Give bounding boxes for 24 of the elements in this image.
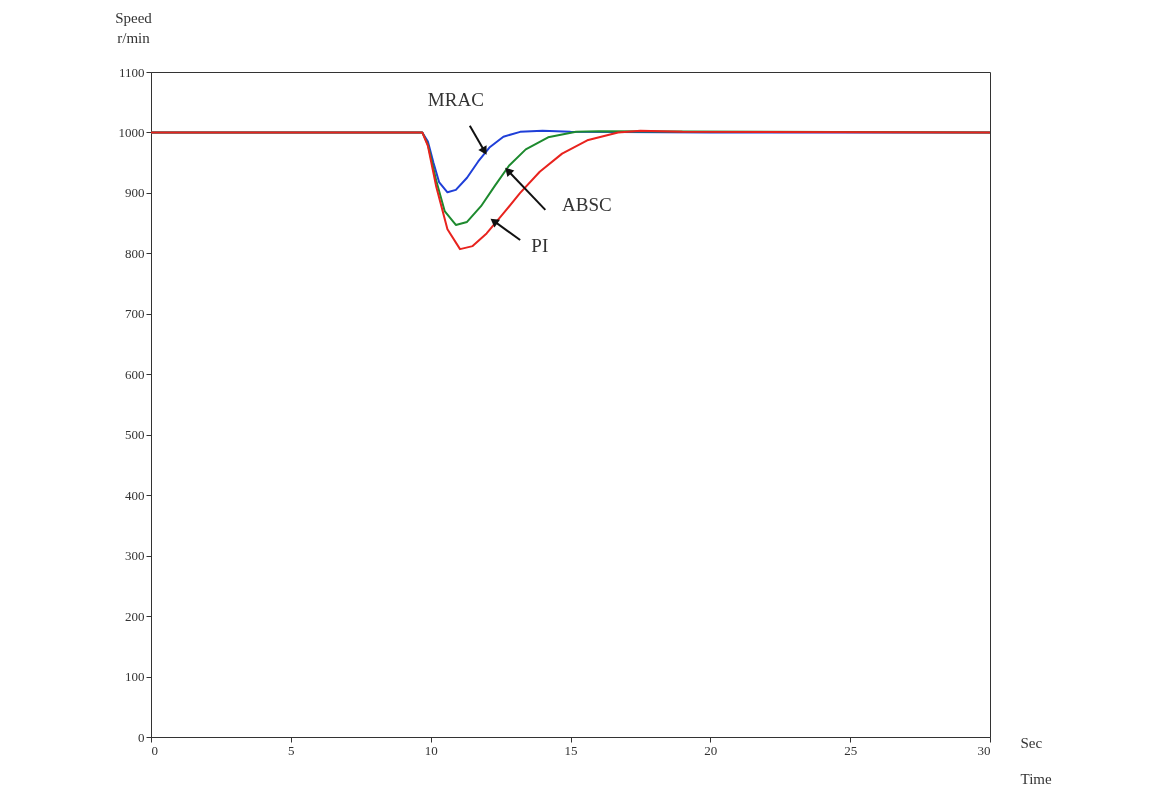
y-tick-label: 500	[125, 427, 145, 443]
x-tick-label: 15	[564, 742, 578, 758]
y-tick-label: 300	[125, 548, 145, 564]
text: Sec Time	[1020, 734, 1052, 787]
x-tick-label: 20	[704, 742, 718, 758]
y-tick-label: 800	[125, 245, 145, 261]
y-tick-label: 600	[125, 366, 145, 382]
y-tick-label: 1100	[118, 64, 145, 80]
y-tick-label: 700	[125, 306, 145, 322]
y-tick-label: 100	[125, 669, 145, 685]
x-tick-label: 30	[977, 742, 991, 758]
y-axis-title: Speed r/min	[115, 9, 153, 46]
annotation: ABSC	[562, 194, 612, 215]
y-tick-label: 200	[125, 608, 145, 624]
y-tick-label: 900	[125, 185, 145, 201]
y-tick-label: 1000	[118, 124, 145, 140]
annotation: MRAC	[427, 89, 484, 111]
annotation: PI	[531, 235, 549, 257]
x-tick-label: 5	[288, 742, 295, 758]
x-tick-label: 10	[424, 742, 438, 758]
x-tick-label: 25	[844, 742, 858, 758]
x-tick-label: 0	[151, 742, 158, 758]
y-tick-label: 0	[138, 729, 145, 745]
y-tick-label: 400	[125, 487, 145, 503]
